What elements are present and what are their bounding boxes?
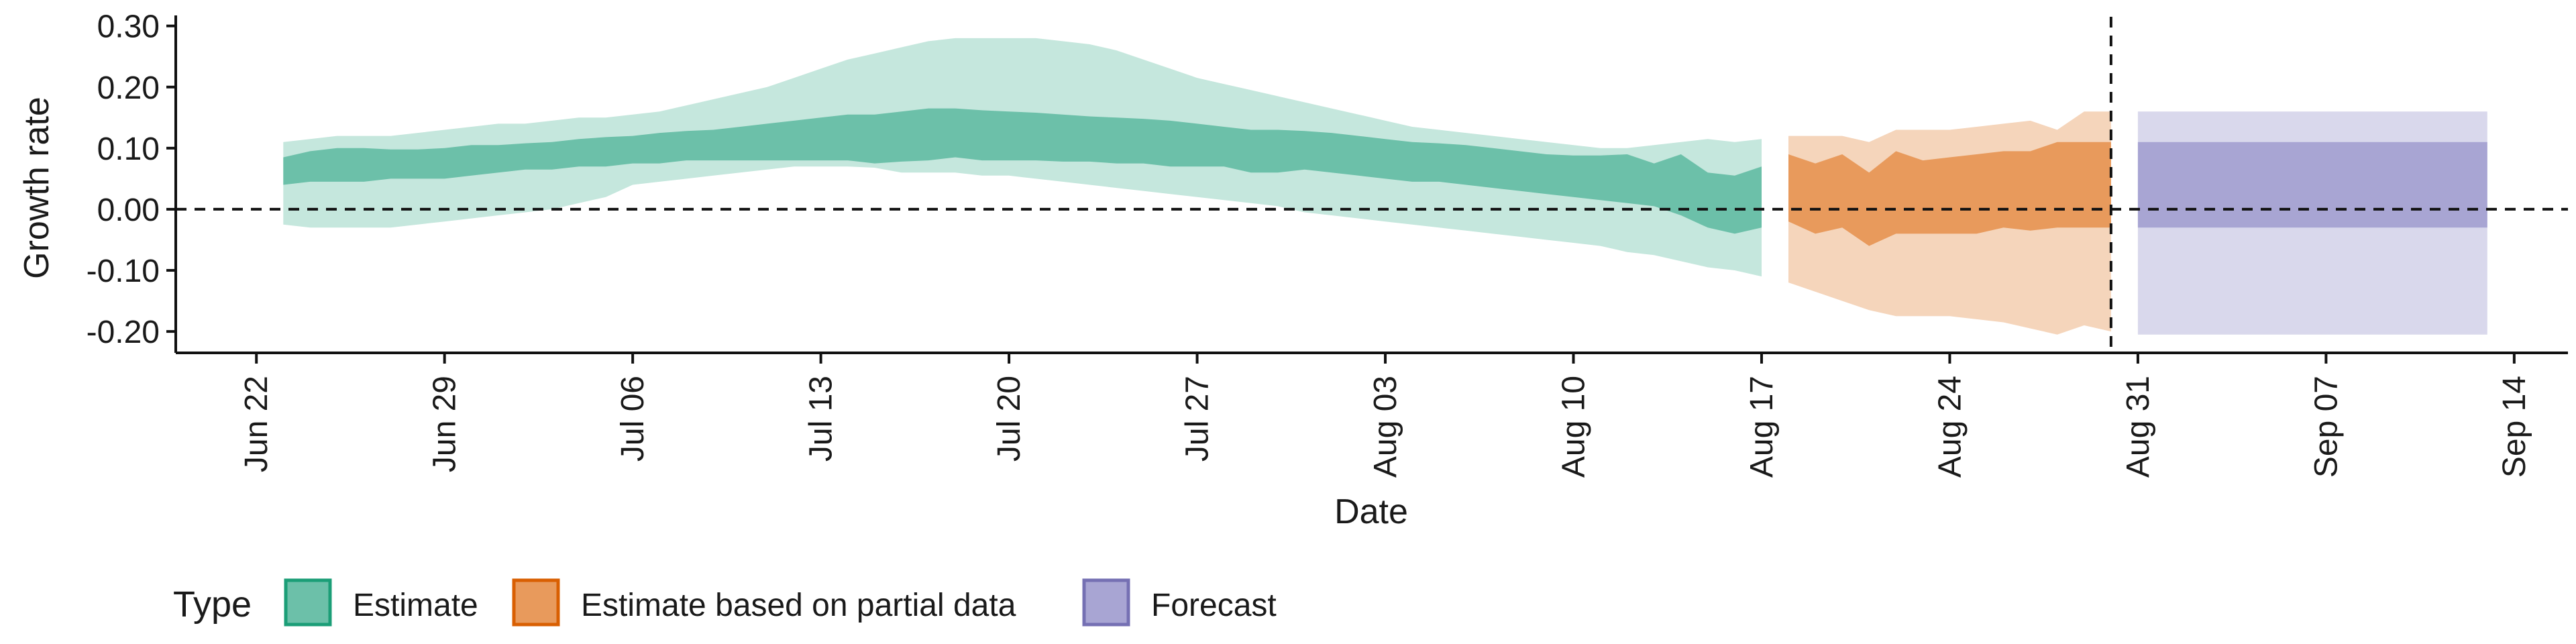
x-tick-label: Aug 31 (2121, 376, 2156, 478)
band-50-estimate-based-on-partial-data (1788, 142, 2111, 246)
y-tick-label: -0.20 (87, 315, 160, 350)
x-tick-label: Jun 22 (239, 376, 274, 472)
x-tick-label: Jul 13 (804, 376, 839, 462)
x-axis-title: Date (1334, 492, 1408, 531)
y-axis-title: Growth rate (17, 97, 56, 279)
x-tick-label: Aug 10 (1556, 376, 1592, 478)
x-tick-label: Jun 29 (427, 376, 463, 472)
y-tick-label: -0.10 (87, 254, 160, 289)
band-50-forecast (2137, 142, 2487, 228)
y-tick-label: 0.00 (97, 193, 160, 228)
legend-label-estimate-based-on-partial-data: Estimate based on partial data (581, 588, 1016, 623)
legend-key-forecast (1082, 578, 1130, 627)
legend-label-estimate: Estimate (353, 588, 478, 623)
x-tick-label: Aug 17 (1744, 376, 1780, 478)
x-tick-label: Jul 20 (991, 376, 1027, 462)
legend-key-estimate-based-on-partial-data (512, 578, 560, 627)
legend: Estimate Estimate based on partial data Fo… (284, 578, 1277, 627)
uncertainty-bands (283, 38, 2487, 335)
y-tick-label: 0.30 (97, 9, 160, 45)
x-tick-label: Aug 03 (1368, 376, 1403, 478)
x-tick-label: Aug 24 (1932, 376, 1968, 478)
legend-key-estimate (284, 578, 332, 627)
reference-lines (176, 17, 2568, 353)
x-tick-label: Jul 06 (615, 376, 651, 462)
legend-title: Type (173, 584, 252, 625)
x-tick-label: Sep 07 (2308, 376, 2344, 478)
tick-labels: -0.20 -0.10 0.00 0.10 0.20 0.30 Jun 22 Jun 29 Ju… (87, 9, 2532, 478)
x-tick-label: Jul 27 (1180, 376, 1216, 462)
y-tick-label: 0.10 (97, 131, 160, 167)
legend-label-forecast: Forecast (1151, 588, 1277, 623)
x-tick-label: Sep 14 (2497, 376, 2532, 478)
band-50-estimate (283, 108, 1762, 234)
y-tick-label: 0.20 (97, 70, 160, 106)
axes (166, 15, 2568, 364)
